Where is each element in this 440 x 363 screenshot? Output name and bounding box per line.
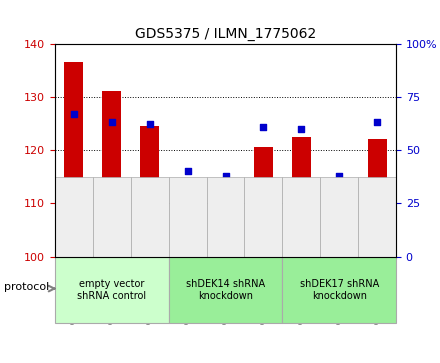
FancyBboxPatch shape <box>93 177 131 257</box>
FancyBboxPatch shape <box>206 177 245 257</box>
FancyBboxPatch shape <box>169 257 282 323</box>
Point <box>260 124 267 130</box>
Text: empty vector
shRNA control: empty vector shRNA control <box>77 279 147 301</box>
Text: protocol: protocol <box>4 282 50 292</box>
Point <box>146 122 153 127</box>
Point <box>108 119 115 125</box>
Bar <box>140 126 159 257</box>
Bar <box>367 139 386 257</box>
Bar <box>178 241 197 257</box>
Point <box>70 111 77 117</box>
FancyBboxPatch shape <box>55 177 93 257</box>
FancyBboxPatch shape <box>320 177 358 257</box>
Point <box>298 126 305 132</box>
FancyBboxPatch shape <box>55 257 169 323</box>
Text: shDEK17 shRNA
knockdown: shDEK17 shRNA knockdown <box>300 279 379 301</box>
FancyBboxPatch shape <box>131 177 169 257</box>
FancyBboxPatch shape <box>245 177 282 257</box>
FancyBboxPatch shape <box>282 257 396 323</box>
Point <box>336 173 343 179</box>
Bar <box>254 147 273 257</box>
Bar <box>65 62 84 257</box>
Point <box>222 173 229 179</box>
Bar <box>330 203 348 257</box>
Point <box>184 168 191 174</box>
FancyBboxPatch shape <box>169 177 206 257</box>
Bar <box>216 230 235 257</box>
Title: GDS5375 / ILMN_1775062: GDS5375 / ILMN_1775062 <box>135 27 316 41</box>
Bar <box>292 137 311 257</box>
FancyBboxPatch shape <box>282 177 320 257</box>
Text: shDEK14 shRNA
knockdown: shDEK14 shRNA knockdown <box>186 279 265 301</box>
Bar <box>103 91 121 257</box>
Point <box>374 119 381 125</box>
FancyBboxPatch shape <box>358 177 396 257</box>
